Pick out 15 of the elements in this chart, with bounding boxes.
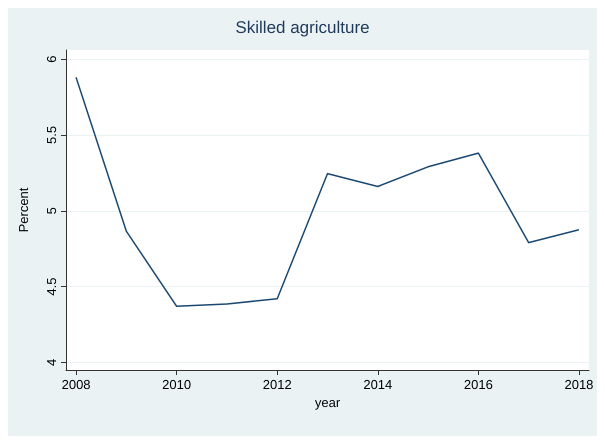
- x-tick-label: 2008: [62, 377, 91, 392]
- x-tick-label: 2012: [262, 377, 292, 392]
- x-tick-label: 2014: [363, 377, 392, 392]
- y-tick-label: 6: [44, 55, 59, 63]
- y-tick-label: 5: [44, 207, 59, 214]
- x-tick-label: 2016: [464, 377, 493, 392]
- x-axis-title: year: [314, 395, 341, 410]
- chart-title: Skilled agriculture: [235, 18, 370, 37]
- y-tick-label: 5.5: [44, 126, 59, 144]
- line-series: [75, 76, 580, 308]
- x-tick-label: 2018: [564, 377, 594, 392]
- x-tick-label: 2010: [162, 377, 192, 392]
- y-tick-label: 4: [44, 358, 59, 366]
- y-tick-label: 4.5: [44, 278, 59, 296]
- y-axis-title: Percent: [16, 187, 31, 232]
